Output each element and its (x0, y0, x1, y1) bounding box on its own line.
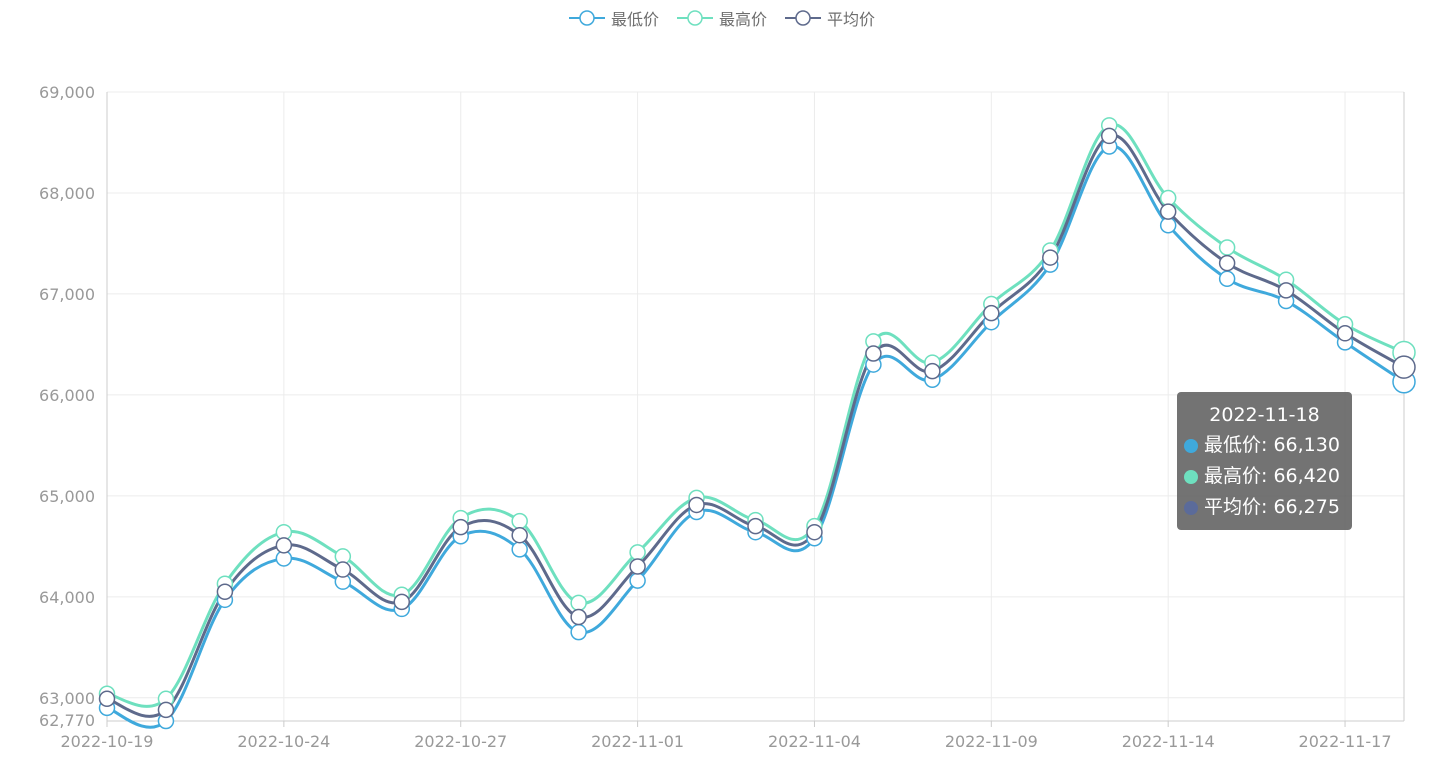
data-point (1277, 282, 1295, 299)
data-point (393, 593, 411, 611)
tooltip-row-avg: 平均价: 66,275 (1183, 492, 1346, 523)
data-point (983, 304, 1000, 322)
legend-item-low[interactable]: 最低价 (568, 6, 659, 30)
data-point (570, 608, 587, 626)
data-point (1100, 127, 1118, 145)
tooltip: 2022-11-18 最低价: 66,130 最高价: 66,420 平均价: … (1177, 392, 1352, 530)
x-tick-label: 2022-11-01 (591, 732, 684, 751)
data-point (570, 594, 587, 612)
tooltip-dot-avg (1184, 500, 1198, 515)
legend-label-avg: 平均价 (827, 10, 876, 29)
data-point (865, 345, 882, 362)
grid-lines (106, 91, 1404, 721)
data-point (1218, 254, 1236, 272)
data-point (511, 512, 528, 530)
legend-label-low: 最低价 (610, 10, 659, 29)
tooltip-label-low: 最低价: 66,130 (1204, 434, 1340, 456)
y-tick-label: 67,000 (39, 285, 95, 304)
legend-item-high[interactable]: 最高价 (676, 6, 767, 30)
data-point (511, 526, 528, 544)
y-tick-label: 64,000 (39, 588, 95, 607)
data-point (98, 690, 116, 708)
x-tick-label: 2022-11-04 (768, 732, 861, 751)
legend-line-circle-icon (568, 10, 605, 26)
data-point (511, 541, 528, 558)
x-tick-label: 2022-10-19 (61, 732, 154, 751)
x-tick-label: 2022-10-27 (414, 732, 507, 751)
data-point (216, 583, 234, 601)
axes: 63,000 64,000 65,000 66,000 67,000 68,000 69,0… (39, 83, 1405, 751)
data-point (1042, 249, 1059, 266)
data-point (924, 362, 941, 380)
data-point (452, 518, 469, 536)
x-tick-label: 2022-11-14 (1122, 732, 1215, 751)
tooltip-row-low: 最低价: 66,130 (1183, 430, 1346, 461)
y-tick-label: 69,000 (39, 83, 95, 102)
x-tick-label: 2022-11-09 (945, 732, 1038, 751)
data-point (1218, 239, 1236, 256)
x-tick-label: 2022-10-24 (237, 732, 330, 751)
data-point (1159, 203, 1177, 220)
x-tick-label: 2022-11-17 (1299, 732, 1392, 751)
data-point (747, 517, 764, 535)
data-point (157, 701, 175, 719)
tooltip-dot-high (1184, 469, 1198, 484)
tooltip-row-high: 最高价: 66,420 (1183, 461, 1346, 492)
y-tick-label: 68,000 (39, 184, 95, 203)
tooltip-label-avg: 平均价: 66,275 (1204, 496, 1340, 518)
tooltip-date: 2022-11-18 (1209, 404, 1320, 426)
data-point (629, 544, 646, 561)
series-points (98, 117, 1416, 730)
legend: 最低价 最高价 平均价 (0, 4, 1444, 32)
y-min-label: 62,770 (39, 711, 95, 730)
data-point (629, 558, 646, 575)
y-tick-label: 66,000 (39, 386, 95, 405)
data-point (570, 623, 587, 641)
data-point (275, 537, 293, 554)
data-point (629, 572, 646, 589)
tooltip-label-high: 最高价: 66,420 (1204, 465, 1340, 487)
data-point (1336, 325, 1354, 342)
legend-line-circle-icon (785, 10, 821, 26)
legend-item-avg[interactable]: 平均价 (785, 6, 875, 30)
tooltip-dot-low (1184, 438, 1198, 453)
data-point (806, 523, 823, 541)
legend-line-circle-icon (676, 10, 713, 26)
data-point (1159, 189, 1177, 207)
data-point (334, 561, 352, 578)
legend-label-high: 最高价 (718, 10, 767, 29)
data-point (1218, 270, 1236, 288)
data-point (1392, 355, 1416, 379)
y-tick-label: 65,000 (39, 487, 95, 506)
y-tick-label: 63,000 (39, 689, 95, 708)
data-point (688, 496, 705, 514)
data-point (1159, 217, 1177, 234)
